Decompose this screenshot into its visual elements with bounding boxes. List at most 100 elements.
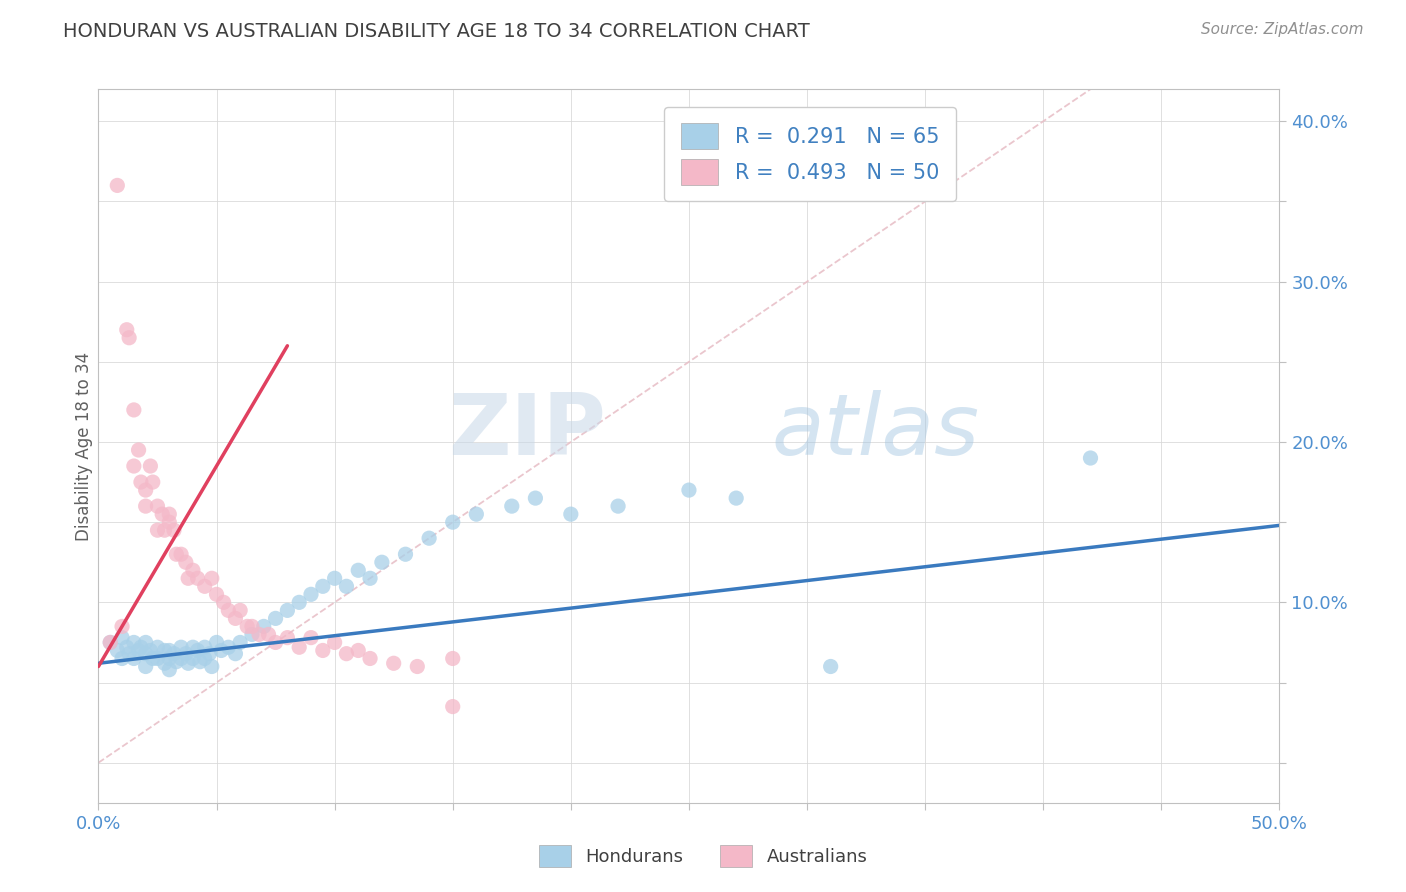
Point — [105, 178, 128, 193]
Point — [139, 458, 162, 473]
Point — [194, 640, 217, 655]
Point — [201, 571, 224, 585]
Point — [177, 657, 200, 671]
Point — [177, 571, 200, 585]
Point — [560, 507, 582, 521]
Point — [240, 627, 263, 641]
Point — [217, 603, 239, 617]
Point — [288, 640, 311, 655]
Point — [725, 491, 748, 505]
Point — [122, 651, 145, 665]
Point — [212, 595, 235, 609]
Point — [111, 631, 134, 645]
Point — [299, 587, 322, 601]
Point — [181, 640, 204, 655]
Point — [187, 571, 209, 585]
Point — [163, 647, 186, 661]
Y-axis label: Disability Age 18 to 34: Disability Age 18 to 34 — [75, 351, 93, 541]
Point — [188, 655, 211, 669]
Point — [139, 643, 162, 657]
Point — [323, 571, 346, 585]
Point — [264, 611, 287, 625]
Point — [247, 627, 270, 641]
Point — [135, 659, 157, 673]
Point — [181, 563, 204, 577]
Point — [205, 587, 228, 601]
Point — [335, 647, 357, 661]
Point — [115, 323, 138, 337]
Point — [394, 547, 416, 561]
Point — [129, 475, 152, 489]
Point — [118, 331, 141, 345]
Point — [276, 603, 298, 617]
Point — [150, 507, 173, 521]
Point — [153, 523, 176, 537]
Point — [115, 640, 138, 655]
Point — [299, 631, 322, 645]
Point — [157, 663, 180, 677]
Point — [236, 619, 259, 633]
Point — [229, 635, 252, 649]
Point — [257, 627, 280, 641]
Point — [170, 547, 193, 561]
Point — [135, 483, 157, 497]
Point — [240, 619, 263, 633]
Point — [441, 699, 464, 714]
Point — [118, 647, 141, 661]
Point — [441, 515, 464, 529]
Point — [142, 651, 165, 665]
Point — [371, 555, 394, 569]
Point — [146, 640, 169, 655]
Point — [146, 651, 169, 665]
Point — [170, 640, 193, 655]
Point — [820, 659, 842, 673]
Point — [165, 547, 187, 561]
Point — [288, 595, 311, 609]
Legend: Hondurans, Australians: Hondurans, Australians — [531, 838, 875, 874]
Point — [105, 643, 128, 657]
Point — [359, 571, 381, 585]
Point — [153, 643, 176, 657]
Point — [174, 555, 197, 569]
Point — [205, 635, 228, 649]
Point — [229, 603, 252, 617]
Legend: R =  0.291   N = 65, R =  0.493   N = 50: R = 0.291 N = 65, R = 0.493 N = 50 — [664, 107, 956, 202]
Point — [264, 635, 287, 649]
Point — [253, 619, 276, 633]
Point — [194, 651, 217, 665]
Point — [153, 657, 176, 671]
Point — [170, 651, 193, 665]
Point — [187, 643, 209, 657]
Point — [465, 507, 488, 521]
Point — [128, 643, 150, 657]
Point — [129, 640, 152, 655]
Point — [142, 475, 165, 489]
Point — [157, 643, 180, 657]
Text: atlas: atlas — [772, 390, 980, 474]
Text: HONDURAN VS AUSTRALIAN DISABILITY AGE 18 TO 34 CORRELATION CHART: HONDURAN VS AUSTRALIAN DISABILITY AGE 18… — [63, 22, 810, 41]
Point — [111, 651, 134, 665]
Point — [146, 523, 169, 537]
Point — [501, 499, 523, 513]
Point — [201, 659, 224, 673]
Text: Source: ZipAtlas.com: Source: ZipAtlas.com — [1201, 22, 1364, 37]
Point — [135, 635, 157, 649]
Point — [194, 579, 217, 593]
Point — [135, 647, 157, 661]
Point — [335, 579, 357, 593]
Point — [98, 635, 121, 649]
Point — [122, 635, 145, 649]
Point — [607, 499, 630, 513]
Point — [122, 403, 145, 417]
Point — [157, 515, 180, 529]
Point — [135, 499, 157, 513]
Point — [157, 651, 180, 665]
Point — [347, 643, 370, 657]
Point — [323, 635, 346, 649]
Point — [276, 631, 298, 645]
Point — [98, 635, 121, 649]
Point — [146, 499, 169, 513]
Point — [678, 483, 700, 497]
Point — [312, 643, 335, 657]
Point — [382, 657, 405, 671]
